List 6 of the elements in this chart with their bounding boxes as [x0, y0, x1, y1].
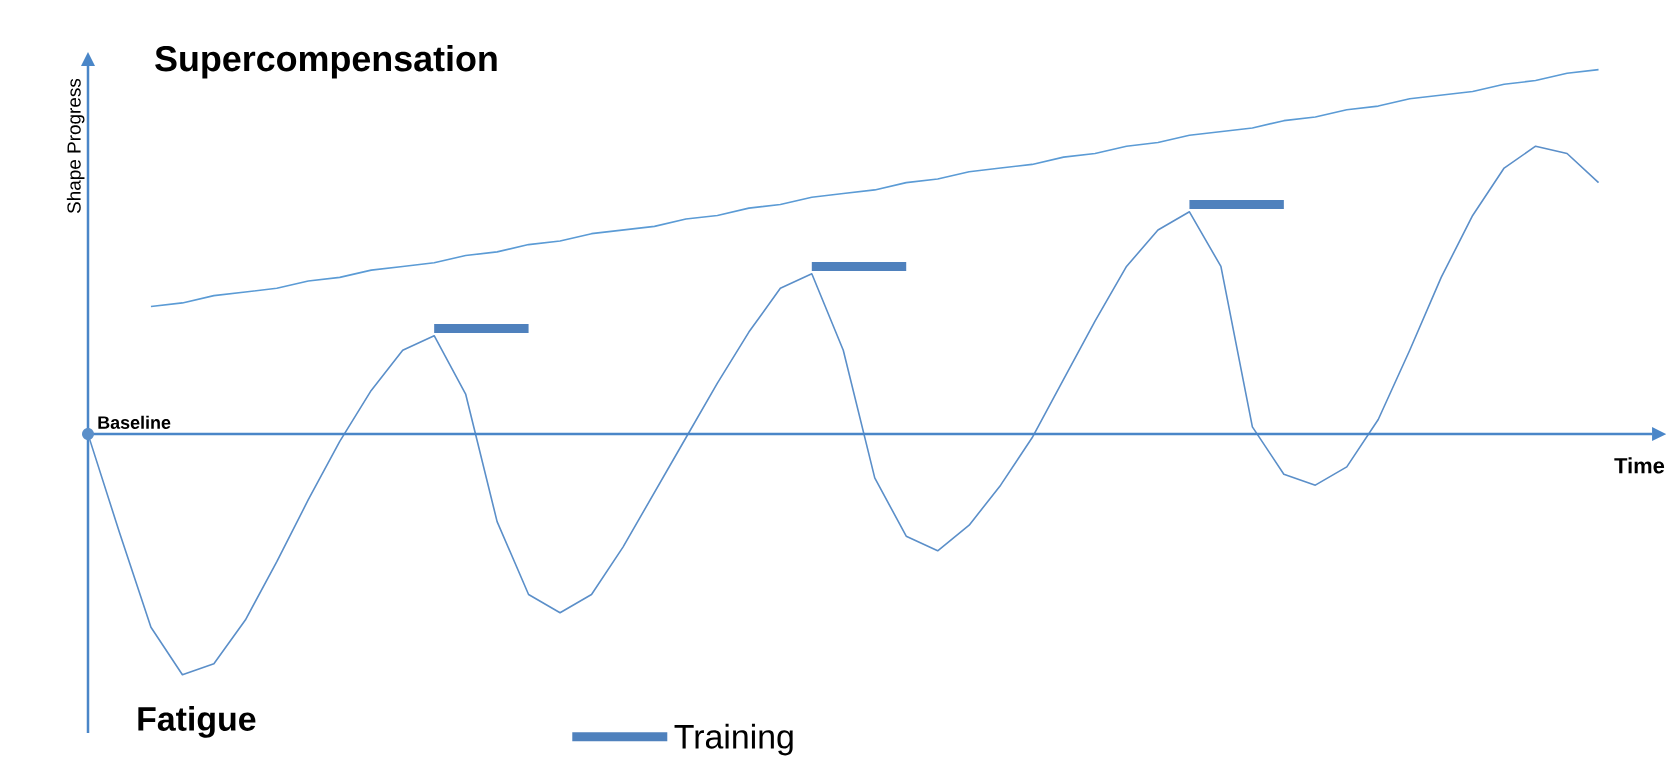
y-axis-title: Shape Progress — [66, 78, 85, 214]
text: Fatigue — [138, 706, 256, 738]
chart-title: Supercompensation — [155, 45, 497, 79]
ref-line-label: Baseline — [98, 415, 171, 429]
legend-label: Training — [674, 723, 793, 756]
x-axis-title: Time — [1614, 457, 1665, 474]
